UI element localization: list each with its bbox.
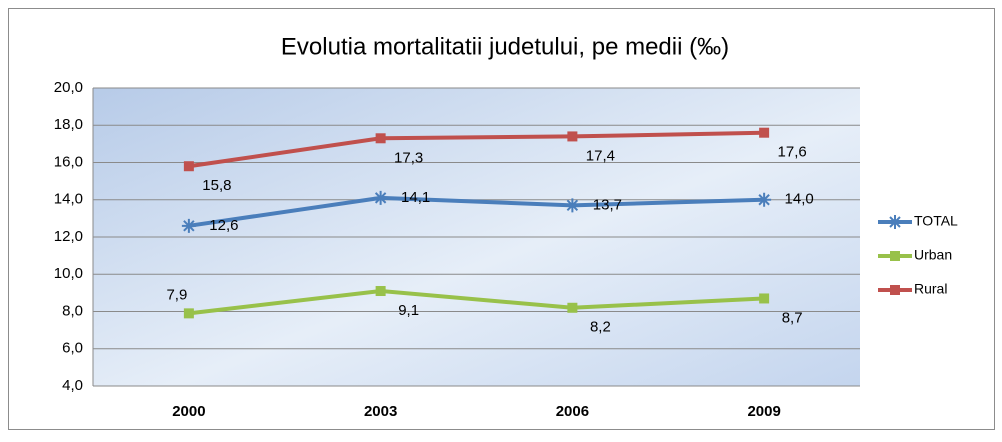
y-tick-label: 12,0 — [54, 228, 83, 245]
marker — [757, 192, 772, 207]
series-line — [188, 289, 765, 316]
y-tick-label: 10,0 — [54, 265, 83, 282]
y-tick-label: 16,0 — [54, 153, 83, 170]
data-label: 13,7 — [593, 196, 622, 213]
marker — [890, 251, 900, 261]
x-tick-label: 2006 — [556, 403, 589, 420]
data-label: 17,4 — [586, 147, 615, 164]
data-label: 14,0 — [785, 191, 814, 208]
x-tick-label: 2003 — [364, 403, 397, 420]
marker — [373, 190, 388, 205]
legend-label: Urban — [914, 247, 952, 263]
data-label: 17,3 — [394, 149, 423, 166]
marker — [183, 308, 194, 319]
y-tick-label: 18,0 — [54, 116, 83, 133]
legend-label: TOTAL — [914, 213, 958, 229]
y-tick-label: 14,0 — [54, 191, 83, 208]
y-tick-label: 20,0 — [54, 79, 83, 96]
y-tick-label: 4,0 — [62, 377, 83, 394]
marker — [759, 293, 770, 304]
x-tick-label: 2000 — [172, 403, 205, 420]
marker — [890, 285, 900, 295]
chart-title: Evolutia mortalitatii judetului, pe medi… — [281, 33, 729, 60]
marker — [565, 198, 580, 213]
marker — [888, 215, 902, 229]
series-line — [188, 195, 765, 228]
legend-label: Rural — [914, 281, 947, 297]
marker — [183, 161, 194, 172]
y-tick-label: 8,0 — [62, 302, 83, 319]
marker — [375, 286, 386, 297]
marker — [567, 302, 578, 313]
data-label: 9,1 — [398, 302, 419, 319]
data-label: 17,6 — [778, 144, 807, 161]
data-label: 12,6 — [209, 217, 238, 234]
data-label: 14,1 — [401, 189, 430, 206]
data-label: 8,2 — [590, 319, 611, 336]
marker — [181, 218, 196, 233]
y-tick-label: 6,0 — [62, 340, 83, 357]
marker — [375, 133, 386, 144]
data-label: 15,8 — [202, 177, 231, 194]
data-label: 7,9 — [166, 286, 187, 303]
series-line — [188, 130, 765, 169]
x-tick-label: 2009 — [747, 403, 780, 420]
marker — [759, 127, 770, 138]
data-label: 8,7 — [782, 309, 803, 326]
marker — [567, 131, 578, 142]
